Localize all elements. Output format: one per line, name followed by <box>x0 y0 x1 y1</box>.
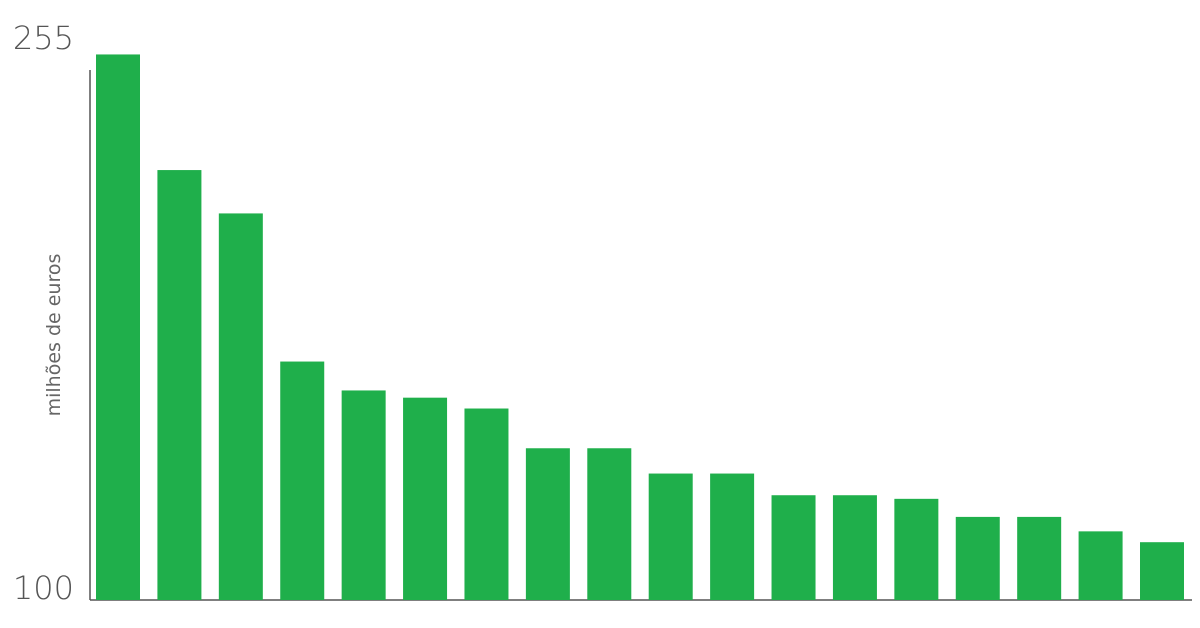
bar <box>96 54 140 601</box>
bar <box>710 473 755 600</box>
bar <box>648 473 693 600</box>
bar <box>341 390 386 600</box>
bar <box>403 397 448 600</box>
bar <box>525 448 570 600</box>
bar <box>1140 542 1184 600</box>
bar <box>1017 516 1062 600</box>
bar <box>771 495 816 600</box>
bar <box>218 213 263 600</box>
bar <box>280 361 325 600</box>
bar <box>157 170 202 600</box>
bar <box>832 495 877 600</box>
bar <box>894 498 939 600</box>
bar <box>1078 531 1123 600</box>
bar <box>464 408 509 600</box>
y-axis-title: milhões de euros <box>43 254 65 417</box>
bar <box>587 448 632 600</box>
y-tick-label: 255 <box>13 19 74 57</box>
y-tick-label: 100 <box>13 569 74 607</box>
bar <box>955 516 1000 600</box>
